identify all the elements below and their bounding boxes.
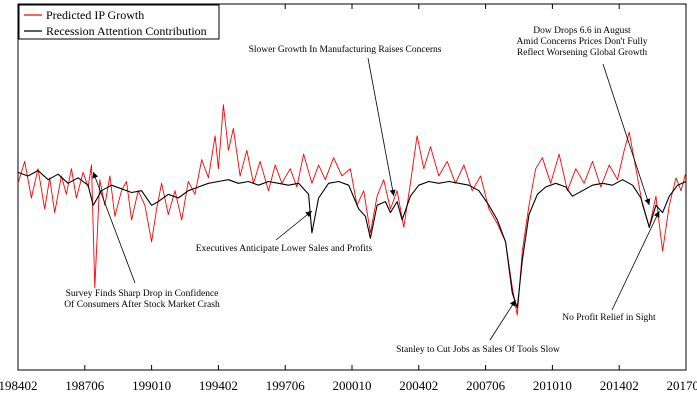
- annotation-arrowhead: [305, 210, 312, 218]
- annotation-leader: [275, 210, 313, 241]
- annotation-leader: [611, 210, 660, 311]
- annotation-text: Reflect Worsening Global Growth: [517, 47, 647, 58]
- series-line-recession-attention-contribution: [17, 169, 687, 309]
- annotation-text: Stanley to Cut Jobs as Sales Of Tools Sl…: [396, 344, 560, 355]
- annotation-arrowhead: [509, 300, 516, 307]
- x-tick-label: 199402: [199, 378, 238, 393]
- annotation-text: Executives Anticipate Lower Sales and Pr…: [196, 243, 373, 254]
- annotation-leader: [489, 299, 516, 341]
- x-tick-label: 199010: [132, 378, 171, 393]
- x-tick-label: 201010: [533, 378, 572, 393]
- x-tick-label: 198706: [65, 378, 105, 393]
- annotation-arrowhead: [644, 198, 651, 205]
- legend-label-recession-attention: Recession Attention Contribution: [46, 24, 207, 38]
- annotation-leader: [367, 57, 395, 197]
- x-tick-label: 198402: [0, 378, 38, 393]
- legend: Predicted IP Growth Recession Attention …: [18, 4, 220, 40]
- x-axis: 198402 198706 199010 199402 199706 200010 2004…: [0, 4, 697, 393]
- annotation-layer: Survey Finds Sharp Drop in ConfidenceOf …: [64, 26, 660, 355]
- x-tick-label: 201706: [667, 378, 697, 393]
- annotation-arrowhead: [653, 210, 660, 218]
- legend-box: [18, 4, 220, 40]
- annotation-leader: [602, 63, 650, 206]
- x-tick-label: 199706: [266, 378, 306, 393]
- x-tick-label: 200010: [333, 378, 372, 393]
- annotation-text: Of Consumers After Stock Market Crash: [64, 299, 220, 310]
- series-line-predicted-ip-growth: [17, 104, 687, 316]
- annotation-text: Dow Drops 6.6 in August: [533, 26, 631, 36]
- annotation-text: Amid Concerns Prices Don't Fully: [516, 37, 647, 47]
- x-tick-label: 200402: [399, 378, 438, 393]
- annotation-arrowhead: [389, 189, 396, 196]
- annotation-text: No Profit Relief in Sight: [562, 312, 656, 323]
- legend-label-predicted-ip-growth: Predicted IP Growth: [46, 8, 144, 22]
- x-tick-label: 200706: [466, 378, 506, 393]
- annotation-text: Survey Finds Sharp Drop in Confidence: [66, 288, 219, 299]
- annotation-arrowhead: [92, 172, 99, 179]
- annotation-text: Slower Growth In Manufacturing Raises Co…: [249, 44, 442, 55]
- annotation-leader: [92, 171, 136, 284]
- series-layer: [17, 104, 687, 316]
- x-tick-label: 201402: [600, 378, 639, 393]
